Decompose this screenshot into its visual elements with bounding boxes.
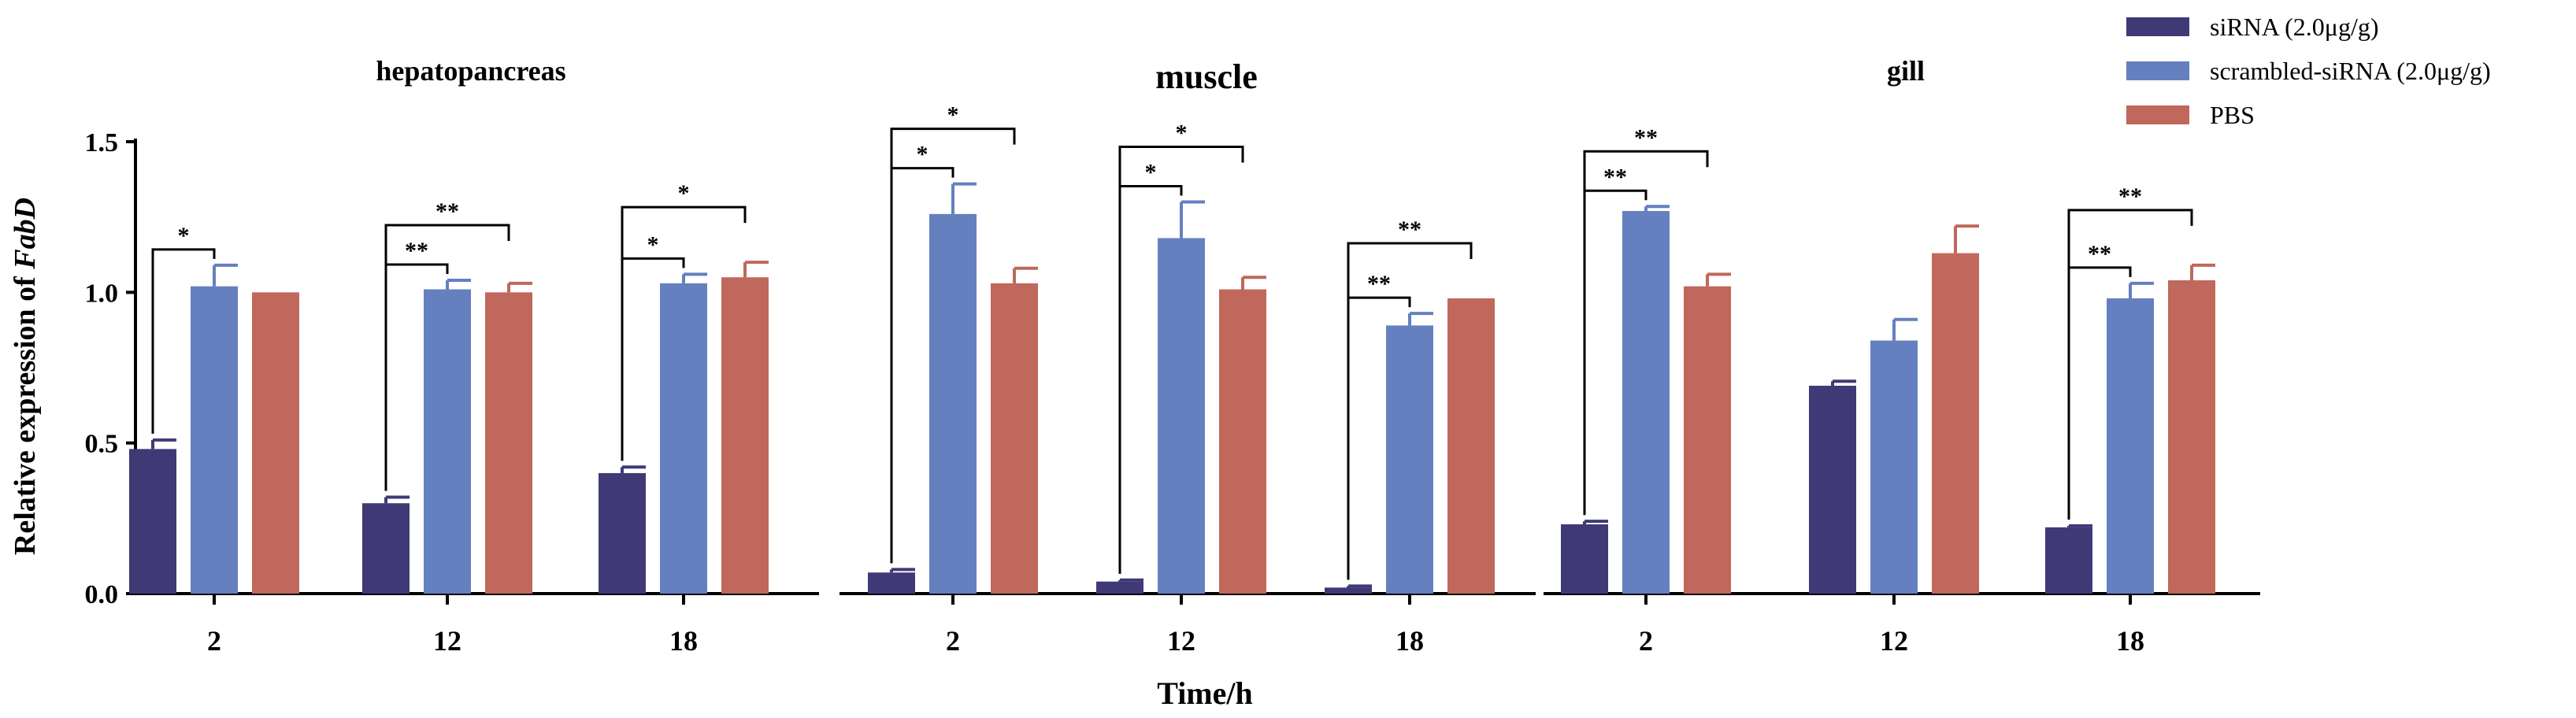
significance-bracket <box>890 128 1016 564</box>
significance-bracket <box>1347 242 1473 580</box>
bar <box>991 283 1038 594</box>
bar <box>1219 289 1266 594</box>
bar <box>1561 524 1608 594</box>
significance-label: * <box>178 223 190 249</box>
y-tick-label: 1.0 <box>85 279 119 308</box>
x-tick-label: 18 <box>669 625 698 657</box>
x-tick-label: 12 <box>1167 625 1195 657</box>
x-axis-label: Time/h <box>1157 675 1253 711</box>
bar <box>362 503 410 594</box>
bar <box>599 472 646 594</box>
significance-bracket <box>1583 150 1709 516</box>
y-axis-label-prefix: Relative expression of <box>9 269 42 555</box>
x-tick-label: 12 <box>1880 625 1908 657</box>
x-tick-label: 2 <box>1639 625 1653 657</box>
bar <box>1386 325 1433 594</box>
x-tick-label: 2 <box>946 625 960 657</box>
legend: siRNA (2.0μg/g) scrambled-siRNA (2.0μg/g)… <box>2126 13 2491 129</box>
bar <box>660 283 707 594</box>
significance-label: * <box>1176 120 1188 146</box>
bar <box>424 289 471 594</box>
significance-bracket <box>2067 209 2193 520</box>
x-tick-label: 12 <box>433 625 461 657</box>
significance-bracket <box>151 248 216 434</box>
bar <box>1684 286 1731 594</box>
bar <box>929 213 977 594</box>
bar <box>1447 298 1495 594</box>
significance-label: ** <box>2118 183 2142 209</box>
x-tick-label: 18 <box>1395 625 1424 657</box>
bar <box>1096 581 1143 594</box>
panel-title: muscle <box>1155 57 1258 96</box>
significance-label: * <box>678 180 690 206</box>
bar <box>1870 340 1918 594</box>
bar <box>129 449 176 594</box>
y-tick-label: 1.5 <box>85 128 119 157</box>
significance-label: ** <box>1603 164 1627 190</box>
bar <box>1158 238 1205 594</box>
bar <box>721 277 769 594</box>
bar <box>1809 385 1856 594</box>
significance-label: ** <box>2088 241 2111 267</box>
bar <box>485 292 532 594</box>
bar <box>2168 280 2215 594</box>
significance-bracket <box>621 205 747 461</box>
legend-entry: siRNA (2.0μg/g) <box>2210 13 2379 41</box>
y-tick-label: 0.0 <box>85 580 119 609</box>
y-axis: 0.0 0.5 1.0 1.5 <box>85 128 137 609</box>
legend-entry: PBS <box>2210 101 2255 129</box>
bar <box>1622 211 1670 594</box>
significance-label: * <box>917 142 928 168</box>
panel-gill: gill 2 12 18 ** ** ** ** <box>1544 55 2260 657</box>
bar <box>868 572 915 594</box>
bar <box>191 286 238 594</box>
panel-title: gill <box>1887 55 1925 87</box>
y-axis-label-gene: FabD <box>9 198 42 270</box>
significance-label: ** <box>1398 217 1421 242</box>
significance-bracket <box>384 224 510 491</box>
significance-label: * <box>947 102 959 128</box>
significance-label: * <box>1145 160 1157 186</box>
significance-label: ** <box>1634 124 1658 150</box>
significance-label: * <box>647 231 659 257</box>
significance-bracket <box>1118 146 1244 574</box>
panel-title: hepatopancreas <box>376 55 565 87</box>
significance-label: ** <box>436 198 459 224</box>
bar <box>1932 253 1979 594</box>
legend-entry: scrambled-siRNA (2.0μg/g) <box>2210 57 2491 85</box>
y-tick-label: 0.5 <box>85 430 119 459</box>
legend-swatch <box>2126 17 2189 36</box>
bar <box>2107 298 2154 594</box>
x-tick-label: 2 <box>207 625 221 657</box>
significance-label: ** <box>405 238 428 264</box>
legend-swatch <box>2126 61 2189 80</box>
bar <box>252 292 299 594</box>
x-tick-label: 18 <box>2116 625 2144 657</box>
bar <box>1325 587 1372 594</box>
bar <box>2045 527 2092 594</box>
y-axis-label: Relative expression of FabD <box>9 198 42 555</box>
significance-label: ** <box>1367 271 1391 297</box>
legend-swatch <box>2126 105 2189 124</box>
